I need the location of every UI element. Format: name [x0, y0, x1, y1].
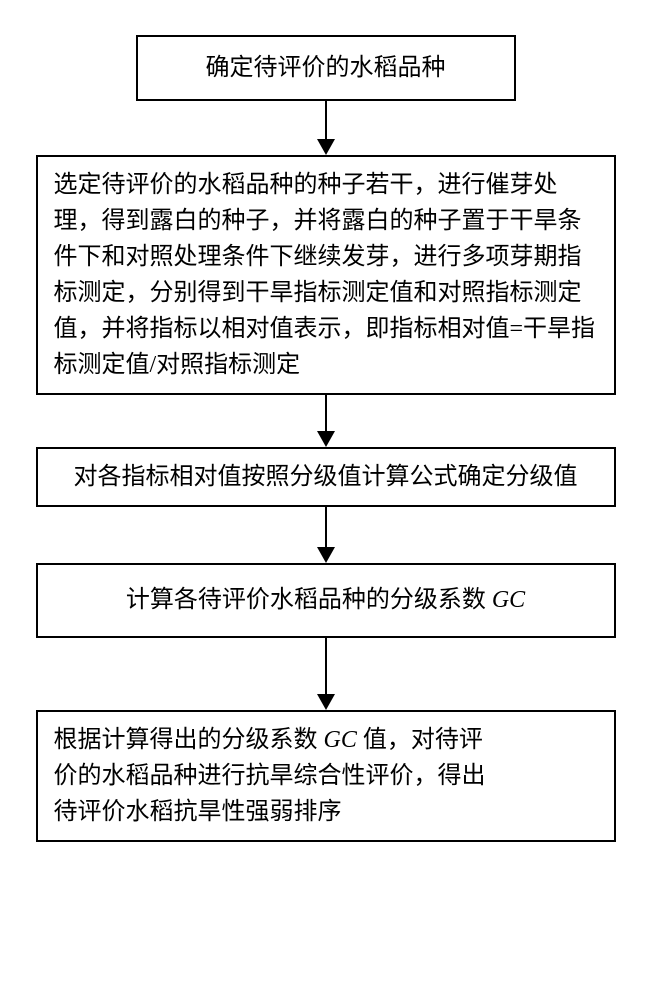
- arrow-line-icon: [325, 507, 327, 547]
- node-5-line2: 价的水稻品种进行抗旱综合性评价，得出: [54, 758, 598, 794]
- node-4-text-italic: GC: [492, 587, 525, 613]
- arrow-head-icon: [317, 139, 335, 155]
- node-5-line1: 根据计算得出的分级系数 GC 值，对待评: [54, 722, 598, 758]
- node-2-text: 选定待评价的水稻品种的种子若干，进行催芽处理，得到露白的种子，并将露白的种子置于…: [54, 172, 596, 378]
- arrow-4: [317, 638, 335, 710]
- flowchart-node-4: 计算各待评价水稻品种的分级系数 GC: [36, 563, 616, 637]
- arrow-1: [317, 101, 335, 155]
- node-5-line3: 待评价水稻抗旱性强弱排序: [54, 794, 598, 830]
- flowchart-container: 确定待评价的水稻品种 选定待评价的水稻品种的种子若干，进行催芽处理，得到露白的种…: [0, 0, 651, 842]
- flowchart-node-3: 对各指标相对值按照分级值计算公式确定分级值: [36, 447, 616, 507]
- node-5-line1-suffix: 值，对待评: [357, 727, 483, 753]
- arrow-line-icon: [325, 395, 327, 431]
- arrow-3: [317, 507, 335, 563]
- arrow-head-icon: [317, 431, 335, 447]
- arrow-head-icon: [317, 547, 335, 563]
- arrow-line-icon: [325, 638, 327, 694]
- flowchart-node-1: 确定待评价的水稻品种: [136, 35, 516, 101]
- node-4-text-prefix: 计算各待评价水稻品种的分级系数: [126, 587, 492, 613]
- node-5-line1-prefix: 根据计算得出的分级系数: [54, 727, 324, 753]
- arrow-line-icon: [325, 101, 327, 139]
- node-1-text: 确定待评价的水稻品种: [206, 55, 446, 81]
- arrow-head-icon: [317, 694, 335, 710]
- flowchart-node-2: 选定待评价的水稻品种的种子若干，进行催芽处理，得到露白的种子，并将露白的种子置于…: [36, 155, 616, 395]
- node-5-line1-italic: GC: [324, 727, 357, 753]
- node-3-text: 对各指标相对值按照分级值计算公式确定分级值: [74, 464, 578, 490]
- flowchart-node-5: 根据计算得出的分级系数 GC 值，对待评 价的水稻品种进行抗旱综合性评价，得出 …: [36, 710, 616, 842]
- arrow-2: [317, 395, 335, 447]
